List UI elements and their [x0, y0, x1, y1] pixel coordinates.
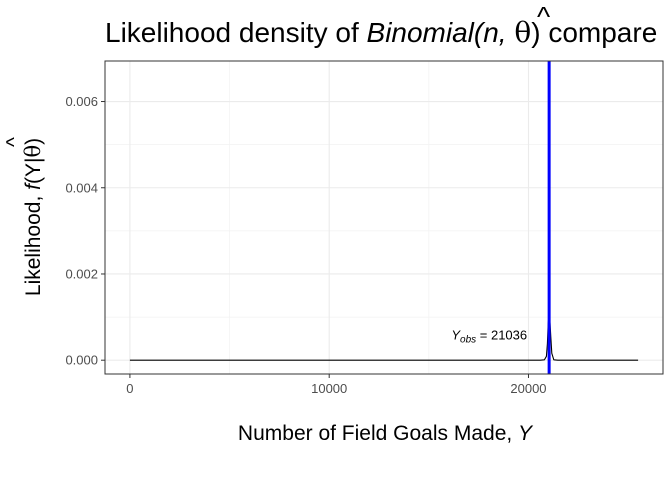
y-axis-title-close: )	[22, 138, 45, 145]
title-prefix: Likelihood density of	[105, 17, 367, 48]
annotation-var: Y	[451, 328, 461, 343]
title-theta: θ	[514, 16, 531, 49]
panel-border	[104, 60, 664, 375]
y-tick-label: 0.004	[65, 180, 98, 195]
series-layer	[129, 61, 639, 374]
y-axis-title-theta: θ	[21, 145, 45, 158]
y-axis-title-paren: (Y|	[22, 158, 45, 184]
x-tick-label: 0	[126, 381, 133, 396]
x-tick-label: 20000	[510, 381, 546, 396]
y-tick-label: 0.000	[65, 353, 98, 368]
plot-panel	[104, 60, 664, 375]
x-axis-title: Number of Field Goals Made, Y	[238, 422, 534, 445]
x-axis-title-text: Number of Field Goals Made,	[238, 422, 518, 445]
x-tick-label: 10000	[311, 381, 347, 396]
annotation-text: = 21036	[476, 328, 527, 343]
y-axis-ticks: 0.000 0.002 0.004 0.006	[65, 94, 105, 368]
x-axis-title-var: Y	[518, 422, 534, 445]
panel-background	[105, 61, 663, 374]
y-obs-annotation: Yobs = 21036	[451, 328, 527, 346]
y-tick-label: 0.002	[65, 266, 98, 281]
y-axis-title-f: f	[22, 182, 45, 190]
title-args: (n,	[474, 17, 514, 48]
y-axis-theta-hat: ^	[3, 137, 26, 147]
y-axis-title-text: Likelihood,	[22, 190, 45, 296]
title-theta-hat: ^	[537, 1, 550, 32]
y-tick-label: 0.006	[65, 94, 98, 109]
title-dist: Binomial	[367, 17, 475, 48]
y-axis-title: Likelihood, f(Y|θ)	[21, 138, 45, 296]
annotation-subscript: obs	[460, 335, 476, 346]
x-axis-ticks: 0 10000 20000	[126, 374, 547, 396]
chart-title: Likelihood density of Binomial(n, θ) com…	[105, 16, 657, 49]
title-suffix: ) compare	[531, 17, 657, 48]
